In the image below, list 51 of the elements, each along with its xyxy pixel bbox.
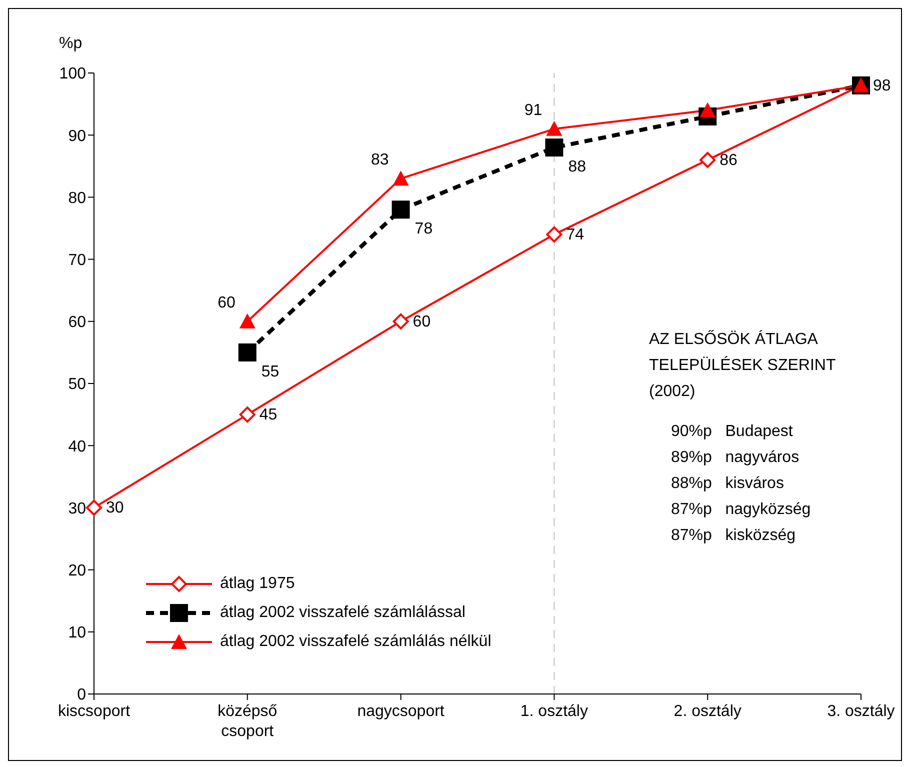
annotation: 90%p Budapest — [671, 422, 794, 442]
y-tick-label: 50 — [68, 376, 86, 394]
point — [86, 500, 102, 516]
y-tick-label: 60 — [68, 314, 86, 332]
point — [392, 170, 409, 186]
y-tick-label: 10 — [68, 624, 86, 642]
point — [545, 138, 564, 157]
point — [392, 200, 410, 219]
y-tick-label: 0 — [77, 686, 86, 704]
y-tick-label: 30 — [68, 500, 86, 518]
data-label: 74 — [566, 226, 584, 244]
y-tick-label: 80 — [68, 190, 86, 207]
point — [546, 226, 562, 242]
point — [238, 343, 256, 362]
y-tick-label: 40 — [68, 438, 86, 456]
point — [392, 313, 409, 330]
data-label: 55 — [261, 363, 280, 380]
y-axis-title: %p — [59, 35, 82, 53]
y-tick-label: 20 — [68, 562, 86, 580]
data-label: 78 — [414, 220, 433, 238]
legend-label: átlag 2002 visszafelé számlálással — [220, 604, 466, 622]
annotation: 89%p nagyváros — [671, 448, 800, 468]
annotation: 87%p kisközség — [671, 526, 797, 546]
data-label: 91 — [524, 102, 542, 119]
x-tick-label: 1. osztály — [520, 703, 588, 720]
data-label: 60 — [218, 294, 236, 312]
data-label: 83 — [371, 152, 389, 169]
legend-label: átlag 2002 visszafelé számlálás nélkül — [220, 632, 492, 650]
annotation: 87%p nagyközség — [671, 500, 812, 520]
x-tick-label: középső csoport — [218, 703, 278, 740]
x-tick-label: 3. osztály — [827, 703, 895, 720]
x-tick-label: nagycsoport — [357, 703, 445, 720]
x-tick-label: kiscsoport — [58, 703, 131, 720]
annotation: 88%p kisváros — [671, 474, 785, 494]
point — [239, 406, 256, 423]
y-tick-label: 100 — [59, 66, 86, 83]
y-tick-label: 90 — [68, 128, 86, 145]
data-label: 88 — [568, 158, 586, 176]
data-label: 30 — [106, 500, 124, 517]
y-tick-label: 70 — [68, 252, 86, 269]
point — [700, 152, 716, 168]
legend-label: átlag 1975 — [220, 574, 295, 592]
data-label: 45 — [259, 406, 278, 424]
point — [546, 120, 562, 136]
point — [700, 102, 716, 118]
point — [239, 313, 256, 328]
data-label: 60 — [412, 313, 431, 330]
x-tick-label: 2. osztály — [674, 703, 742, 720]
annotation: AZ ELSŐSÖK ÁTLAGA TELEPÜLÉSEK SZERINT (2002) — [649, 329, 836, 402]
data-label: 98 — [873, 77, 891, 94]
data-label: 86 — [720, 152, 738, 169]
